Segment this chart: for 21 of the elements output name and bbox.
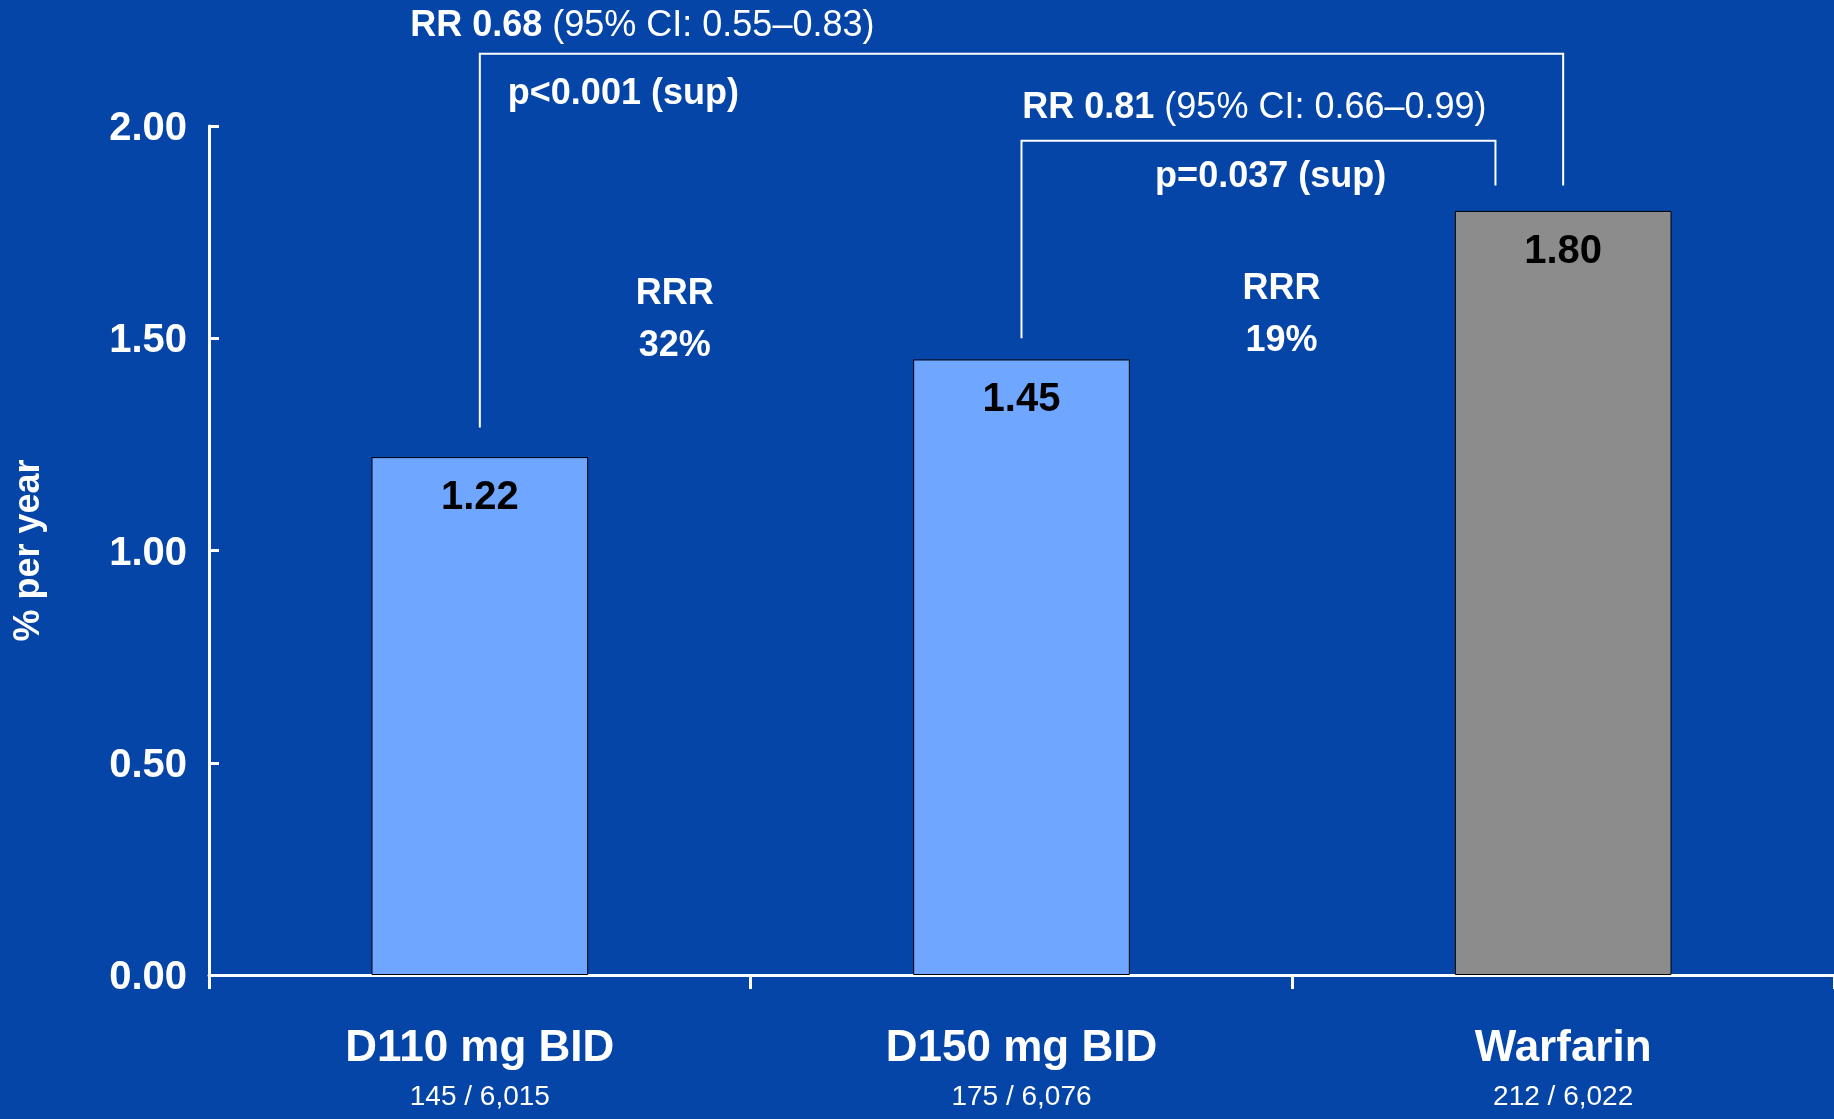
x-tick-label: Warfarin 212 / 6,022 xyxy=(1474,1020,1652,1111)
x-tick-label: D110 mg BID 145 / 6,015 xyxy=(345,1020,615,1111)
annotation: RRR 32% xyxy=(635,270,714,364)
data-label: 1.45 xyxy=(982,375,1061,420)
y-axis-title: % per year xyxy=(5,459,47,642)
annotation: RR 0.81 (95% CI: 0.66–0.99) xyxy=(1022,85,1487,127)
y-tick-label: 1.50 xyxy=(109,316,187,361)
annotation: p=0.037 (sup) xyxy=(1155,154,1387,196)
annotation: RRR 19% xyxy=(1242,266,1321,360)
text: p<0.001 (sup) xyxy=(507,71,739,113)
data-label: 1.80 xyxy=(1524,226,1603,271)
bar xyxy=(371,457,589,975)
y-tick-label: 1.00 xyxy=(109,528,187,573)
y-tick-label: 2.00 xyxy=(109,104,187,148)
y-tick-label: 0.50 xyxy=(109,740,187,785)
bar xyxy=(913,359,1130,975)
x-tick-label: D150 mg BID 175 / 6,076 xyxy=(885,1020,1158,1111)
y-tick-label: 0.00 xyxy=(109,953,187,997)
bar xyxy=(1454,210,1672,975)
text: RR 0.68 (95% CI: 0.55–0.83) xyxy=(410,3,875,45)
data-label: 1.22 xyxy=(440,473,519,518)
